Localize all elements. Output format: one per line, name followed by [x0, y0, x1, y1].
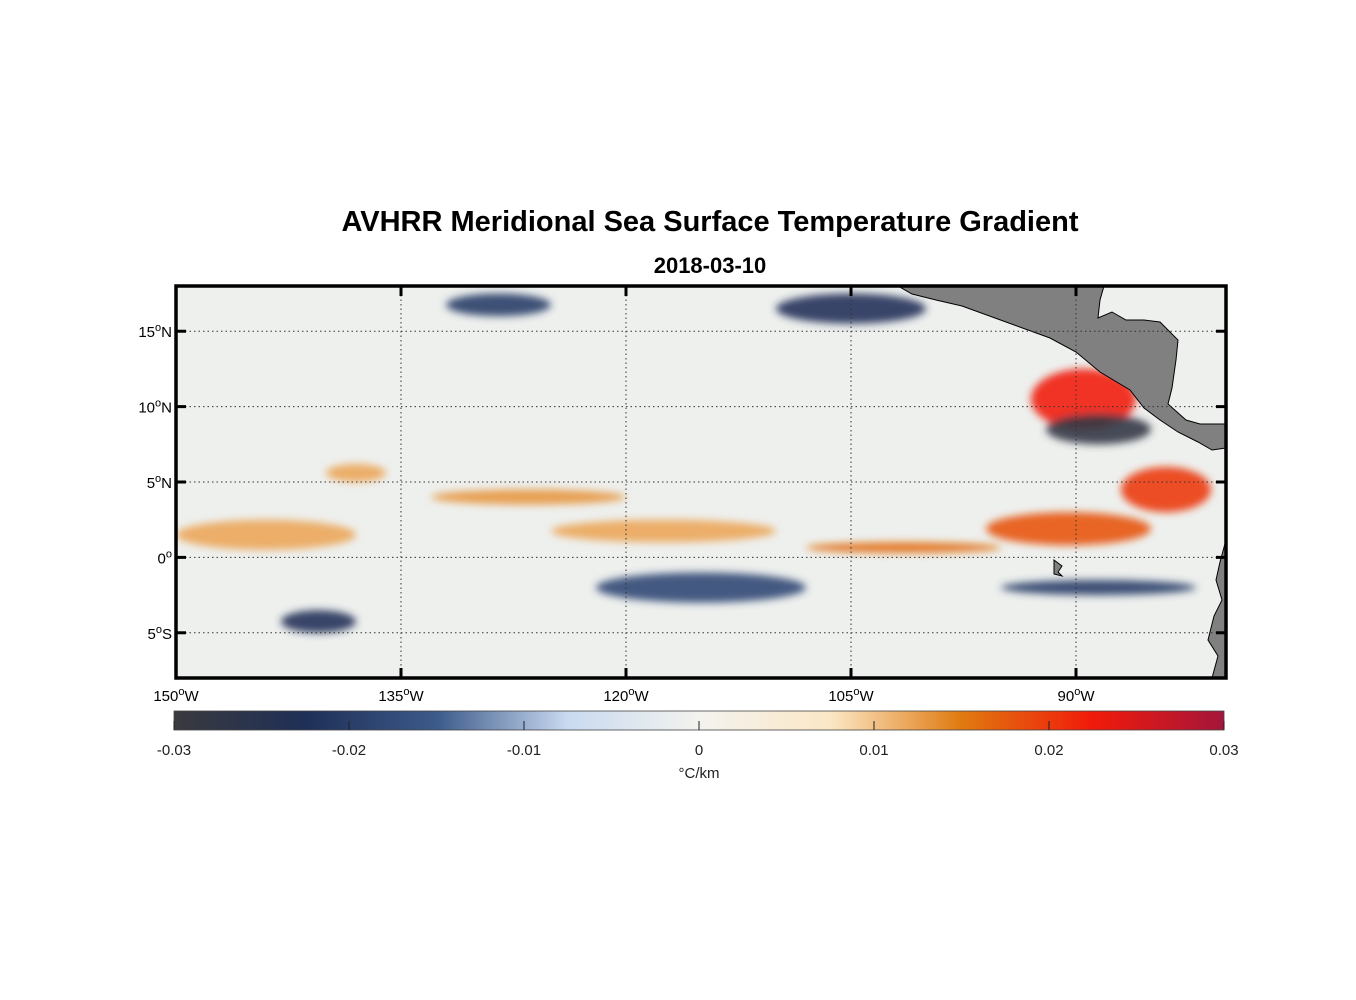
negative-gradient-band — [446, 293, 551, 317]
lat-tick-label: 5oN — [147, 473, 172, 492]
positive-gradient-band — [551, 519, 776, 543]
ocean-background — [176, 286, 1226, 678]
negative-gradient-band — [281, 610, 356, 633]
lat-tick-label: 5oS — [148, 624, 172, 643]
lon-tick-label: 135oW — [378, 686, 424, 705]
colorbar-tick-label: 0.01 — [859, 742, 888, 759]
chart-title: AVHRR Meridional Sea Surface Temperature… — [341, 206, 1079, 238]
lon-tick-label: 120oW — [603, 686, 649, 705]
positive-gradient-band — [986, 512, 1151, 546]
positive-gradient-band — [1031, 368, 1136, 430]
negative-gradient-band — [1001, 580, 1196, 596]
lon-tick-label: 105oW — [828, 686, 874, 705]
colorbar-tick-label: 0.02 — [1034, 742, 1063, 759]
positive-gradient-band — [806, 542, 1001, 553]
lat-tick-label: 15oN — [138, 322, 172, 341]
land-south-america — [1207, 539, 1226, 678]
negative-gradient-band — [1046, 414, 1151, 445]
positive-gradient-band — [326, 463, 386, 483]
latitude-labels: 15oN 10oN 5oN 0o 5oS — [138, 322, 172, 643]
field-layer — [176, 286, 1226, 678]
colorbar-tick-label: 0.03 — [1209, 742, 1238, 759]
colorbar-ticks: -0.03 -0.02 -0.01 0 0.01 0.02 0.03 — [157, 721, 1239, 759]
colorbar-tick-label: 0 — [695, 742, 703, 759]
map-frame — [174, 284, 1228, 680]
negative-gradient-band — [596, 572, 806, 603]
land-galapagos — [1053, 559, 1064, 577]
positive-gradient-band — [431, 489, 626, 505]
lat-tick-label: 10oN — [138, 398, 172, 417]
colorbar: -0.03 -0.02 -0.01 0 0.01 0.02 0.03 °C/km — [157, 710, 1239, 782]
lon-tick-label: 90oW — [1058, 686, 1096, 705]
land-central-america — [896, 286, 1226, 451]
colorbar-tick-label: -0.02 — [332, 742, 366, 759]
colorbar-tick-label: -0.01 — [507, 742, 541, 759]
positive-gradient-band — [176, 519, 356, 550]
lat-tick-label: 0o — [158, 548, 172, 567]
longitude-labels: 150oW 135oW 120oW 105oW 90oW — [153, 686, 1095, 705]
lon-tick-label: 150oW — [153, 686, 199, 705]
positive-gradient-band — [1121, 466, 1211, 513]
colorbar-units-label: °C/km — [679, 765, 720, 782]
colorbar-tick-label: -0.03 — [157, 742, 191, 759]
chart-subtitle: 2018-03-10 — [653, 253, 767, 278]
